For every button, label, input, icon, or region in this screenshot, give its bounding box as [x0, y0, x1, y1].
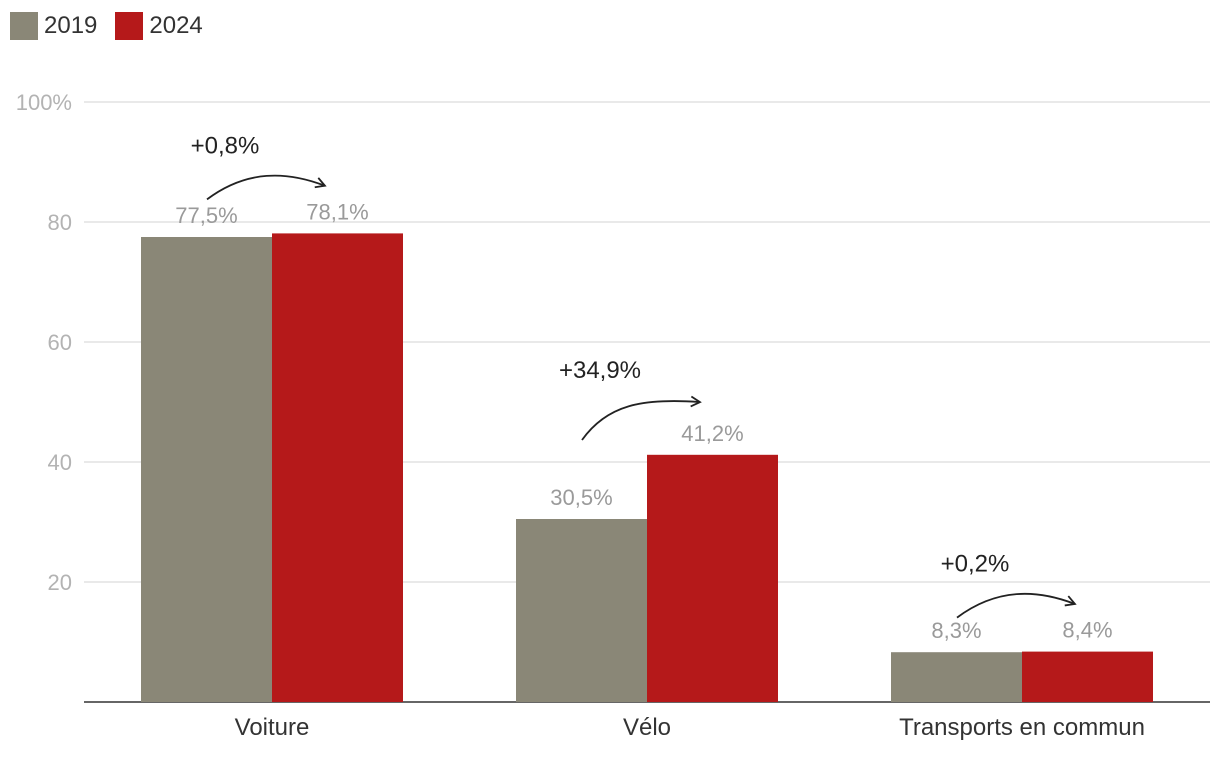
- legend: 2019 2024: [10, 12, 221, 40]
- bar-2024-1: [647, 454, 778, 702]
- legend-swatch-2024: [115, 12, 144, 40]
- change-arrow: [206, 174, 327, 201]
- y-tick-label: 100%: [16, 90, 72, 115]
- legend-item-2024: 2024: [115, 12, 203, 40]
- y-tick-label: 80: [48, 210, 72, 235]
- change-annotation: +0,8%: [191, 132, 260, 159]
- data-label: 41,2%: [681, 421, 743, 446]
- x-category-label: Transports en commun: [899, 714, 1145, 741]
- x-category-label: Vélo: [623, 714, 671, 741]
- change-annotation: +0,2%: [941, 551, 1010, 578]
- change-arrow: [956, 592, 1077, 619]
- bar-2024-0: [272, 233, 403, 702]
- data-label: 30,5%: [550, 485, 612, 510]
- bar-2024-2: [1022, 651, 1153, 702]
- x-category-label: Voiture: [235, 714, 310, 741]
- bar-2019-1: [516, 519, 647, 702]
- bar-2019-0: [141, 237, 272, 702]
- data-label: 78,1%: [306, 199, 368, 224]
- change-arrow: [581, 395, 702, 441]
- change-annotation: +34,9%: [559, 357, 641, 384]
- data-label: 77,5%: [175, 203, 237, 228]
- y-tick-label: 60: [48, 330, 72, 355]
- data-label: 8,4%: [1062, 618, 1112, 643]
- legend-item-2019: 2019: [10, 12, 97, 40]
- legend-swatch-2019: [10, 12, 38, 40]
- y-tick-label: 40: [48, 450, 72, 475]
- data-label: 8,3%: [931, 618, 981, 643]
- bar-2019-2: [891, 652, 1022, 702]
- y-tick-label: 20: [48, 570, 72, 595]
- legend-label-2019: 2019: [44, 12, 98, 39]
- legend-label-2024: 2024: [149, 12, 203, 39]
